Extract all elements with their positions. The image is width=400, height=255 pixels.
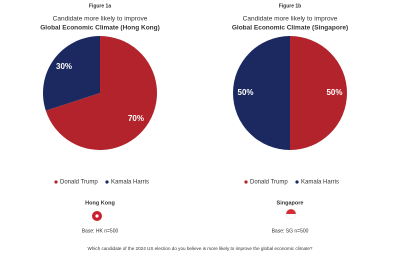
location-label: Hong Kong xyxy=(85,200,115,206)
hk-flag xyxy=(92,211,102,221)
legend-marker xyxy=(244,180,248,184)
chart-subtitle: Candidate more likely to improve xyxy=(53,16,148,23)
pie-slice xyxy=(42,36,100,111)
legend-marker xyxy=(295,180,299,184)
legend-label: Kamala Harris xyxy=(301,180,339,186)
value-label: 50% xyxy=(238,88,254,97)
figure-label: Figure 1a xyxy=(89,3,111,9)
value-label: 50% xyxy=(326,88,342,97)
chart-subtitle: Candidate more likely to improve xyxy=(243,16,338,23)
footnote: Which candidate of the 2024 US election … xyxy=(88,246,313,251)
chart-title: Global Economic Climate (Singapore) xyxy=(232,25,348,32)
location-label: Singapore xyxy=(277,200,304,206)
value-label: 30% xyxy=(56,62,72,71)
base-label: Base: HK n=500 xyxy=(82,228,119,234)
pie-slice xyxy=(233,36,290,150)
legend-label: Kamala Harris xyxy=(111,180,149,186)
figure-label: Figure 1b xyxy=(279,3,302,9)
value-label: 70% xyxy=(128,114,144,123)
legend-marker xyxy=(54,180,58,184)
base-label: Base: SG n=500 xyxy=(272,228,309,234)
legend-label: Donald Trump xyxy=(60,180,98,186)
sg-flag xyxy=(285,208,297,220)
pie-slice xyxy=(290,36,347,150)
chart-title: Global Economic Climate (Hong Kong) xyxy=(40,25,160,32)
legend-label: Donald Trump xyxy=(250,180,288,186)
pie-slice xyxy=(45,36,157,150)
legend-marker xyxy=(105,180,109,184)
